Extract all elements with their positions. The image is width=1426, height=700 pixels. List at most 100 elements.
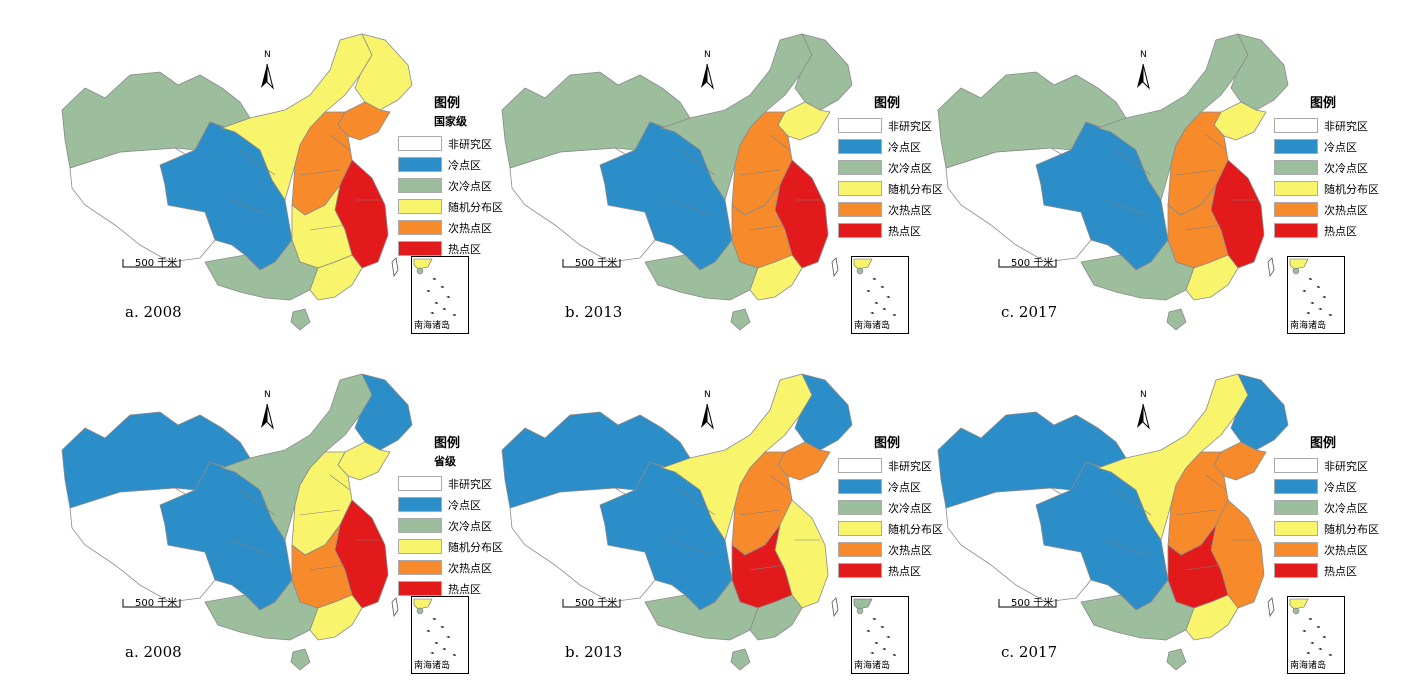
legend: 图例 国家级 非研究区 冷点区 次冷点区 随机分布区 次热点区 热点区 — [398, 92, 508, 259]
province-boundary — [1185, 224, 1222, 231]
legend-label: 随机分布区 — [888, 522, 943, 536]
map-panel: N 500 千米 b. 2013 图例 非研究区 冷点区 次冷点区 随机分布区 次热点区 热点区南… — [440, 340, 943, 680]
north-arrow-icon — [701, 403, 714, 430]
legend-item: 热点区 — [398, 578, 508, 599]
legend-swatch — [398, 199, 442, 214]
legend-label: 次热点区 — [448, 561, 492, 575]
legend-item: 非研究区 — [838, 455, 948, 476]
north-arrow-icon — [1137, 403, 1150, 430]
legend-item: 随机分布区 — [398, 536, 508, 557]
region-guangdong — [1185, 254, 1239, 301]
region-hainan — [1166, 308, 1187, 331]
region-guangdong — [749, 254, 803, 301]
south-china-sea-inset: 南海诸岛 — [411, 596, 469, 674]
legend-item: 次热点区 — [398, 557, 508, 578]
panel-caption: c. 2017 — [1001, 643, 1058, 661]
legend-swatch — [838, 521, 882, 536]
legend-swatch — [1274, 500, 1318, 515]
scale-label: 500 千米 — [575, 598, 618, 609]
legend-item: 次热点区 — [1274, 539, 1384, 560]
legend-level: 省级 — [434, 455, 456, 468]
inset-label: 南海诸岛 — [1290, 321, 1327, 331]
legend-label: 热点区 — [448, 582, 481, 596]
region-hainan — [1166, 648, 1187, 671]
legend-label: 随机分布区 — [888, 182, 943, 196]
china-map — [501, 33, 853, 331]
legend-title: 图例 — [874, 436, 901, 451]
province-boundary — [1115, 489, 1152, 516]
map-panel: N 500 千米 b. 2013 图例 非研究区 冷点区 次冷点区 随机分布区 次热点区 热点区南… — [440, 0, 943, 340]
legend-item: 次热点区 — [398, 217, 508, 238]
legend-swatch — [398, 157, 442, 172]
legend-label: 热点区 — [888, 564, 921, 578]
region-taiwan — [831, 257, 839, 278]
legend-label: 次冷点区 — [448, 519, 492, 533]
legend-item: 次冷点区 — [398, 175, 508, 196]
map-panel: N 500 千米 a. 2008 图例 国家级 非研究区 冷点区 次冷点区 随机分布区 次热点区热… — [0, 0, 503, 340]
legend-swatch — [398, 241, 442, 256]
north-label: N — [1140, 50, 1147, 60]
legend-label: 随机分布区 — [448, 540, 503, 554]
region-inner-mongolia — [220, 373, 373, 541]
north-arrow-icon — [701, 63, 714, 90]
inset-label: 南海诸岛 — [414, 321, 451, 331]
province-boundary — [329, 474, 351, 491]
legend-swatch — [838, 500, 882, 515]
legend-title: 图例 — [434, 96, 461, 111]
south-china-sea-inset: 南海诸岛 — [851, 596, 909, 674]
china-map — [61, 33, 413, 331]
province-boundary — [1115, 149, 1152, 176]
legend-label: 随机分布区 — [1324, 182, 1379, 196]
region-northwest — [937, 71, 1127, 169]
map-panel: N 500 千米 c. 2017 图例 非研究区 冷点区 次冷点区 随机分布区 次热点区 热点区南… — [876, 340, 1379, 680]
legend-item: 非研究区 — [1274, 455, 1384, 476]
china-map — [501, 373, 853, 671]
legend-swatch — [838, 479, 882, 494]
legend-swatch — [398, 560, 442, 575]
legend-label: 热点区 — [888, 224, 921, 238]
legend-label: 随机分布区 — [448, 200, 503, 214]
inset-map — [413, 598, 456, 656]
legend-label: 冷点区 — [448, 498, 481, 512]
legend-swatch — [1274, 458, 1318, 473]
legend-label: 次热点区 — [888, 543, 932, 557]
legend-label: 冷点区 — [448, 158, 481, 172]
north-label: N — [704, 50, 711, 60]
region-northwest — [501, 411, 691, 509]
legend-title: 图例 — [1310, 436, 1337, 451]
province-boundary — [299, 509, 341, 516]
legend-swatch — [1274, 139, 1318, 154]
inset-map — [1289, 598, 1332, 656]
inset-map — [853, 258, 896, 316]
legend-label: 冷点区 — [888, 140, 921, 154]
legend: 图例 非研究区 冷点区 次冷点区 随机分布区 次热点区 热点区 — [838, 92, 948, 241]
map-panel: N 500 千米 a. 2008 图例 省级 非研究区 冷点区 次冷点区 随机分布区 次热点区 热点… — [0, 340, 503, 680]
province-boundary — [679, 489, 716, 516]
legend-item: 冷点区 — [1274, 476, 1384, 497]
legend-swatch — [838, 458, 882, 473]
region-inner-mongolia — [220, 33, 373, 201]
south-china-sea-inset: 南海诸岛 — [1287, 256, 1345, 334]
province-boundary — [229, 539, 271, 556]
south-china-sea-inset: 南海诸岛 — [851, 256, 909, 334]
legend-item: 次热点区 — [1274, 199, 1384, 220]
legend-label: 随机分布区 — [1324, 522, 1379, 536]
legend-item: 随机分布区 — [838, 518, 948, 539]
scale-bar — [562, 599, 621, 608]
legend-swatch — [398, 178, 442, 193]
province-boundary — [739, 509, 781, 516]
legend-item: 热点区 — [838, 560, 948, 581]
scale-label: 500 千米 — [1011, 598, 1054, 609]
region-northwest — [937, 411, 1127, 509]
province-boundary — [1205, 474, 1227, 491]
region-taiwan — [1267, 257, 1275, 278]
legend-label: 非研究区 — [448, 477, 492, 491]
region-northwest — [61, 71, 251, 169]
legend-label: 次热点区 — [1324, 543, 1368, 557]
legend-swatch — [838, 563, 882, 578]
province-boundary — [239, 489, 276, 516]
region-guangdong — [749, 594, 803, 641]
region-taiwan — [391, 597, 399, 618]
legend-swatch — [1274, 521, 1318, 536]
legend-item: 次热点区 — [838, 539, 948, 560]
